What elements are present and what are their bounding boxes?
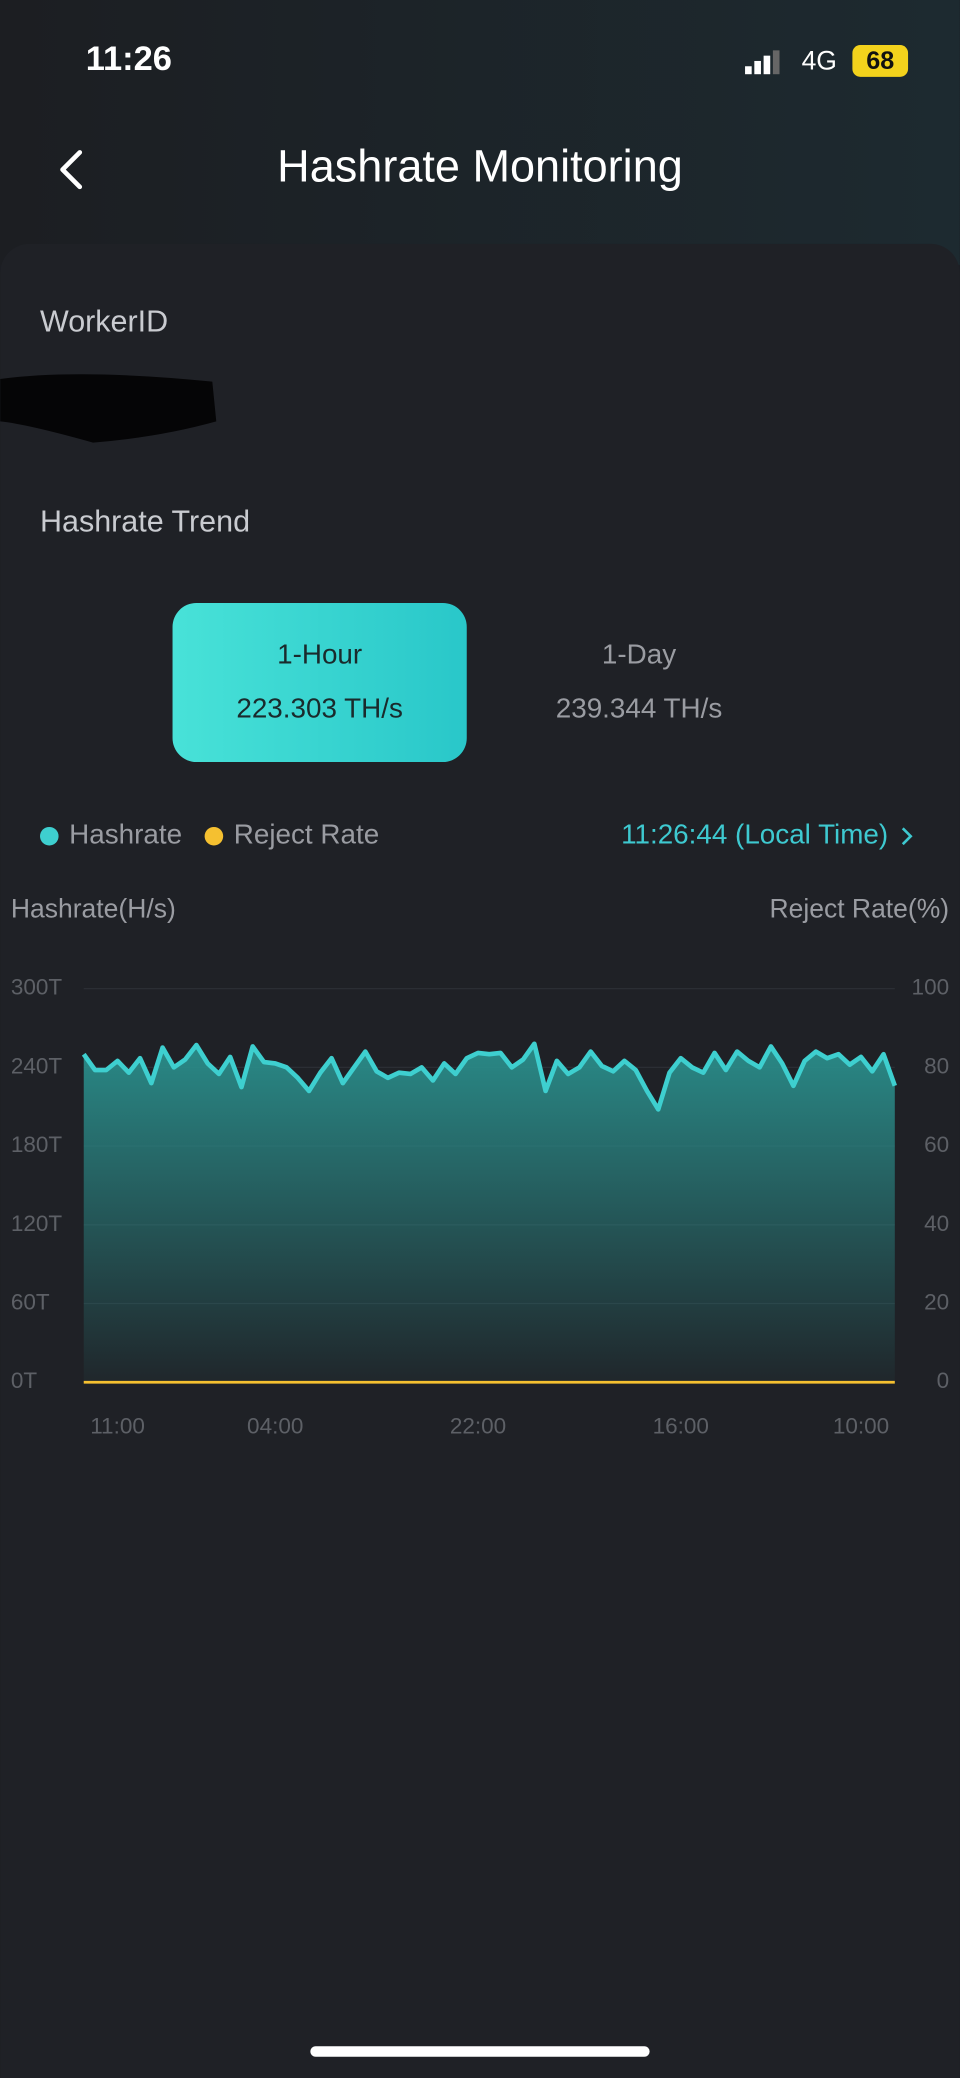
legend-label: Hashrate	[69, 819, 182, 850]
top-background	[0, 0, 960, 266]
y2-tick-label: 40	[924, 1211, 949, 1236]
y-tick-label: 240T	[11, 1053, 63, 1078]
line	[81, 1041, 897, 1112]
x-tick-label: 16:00	[653, 1413, 709, 1438]
y-tick-label: 120T	[11, 1211, 63, 1236]
y2-tick-label: 100	[912, 975, 950, 1000]
x-tick-label: 11:00	[90, 1413, 145, 1438]
battery-level: 68	[866, 47, 894, 75]
legend-dot	[204, 826, 224, 846]
y2-tick-label: 0	[937, 1368, 950, 1393]
network-label: 4G	[802, 45, 837, 75]
tab-value: 223.303 TH/s	[236, 693, 403, 724]
y2-axis-title: Reject Rate(%)	[769, 893, 949, 923]
timestamp-chevron	[901, 827, 913, 846]
status-time: 11:26	[86, 40, 172, 78]
y2-tick-label: 20	[924, 1289, 949, 1314]
redacted-worker-id	[0, 374, 217, 443]
y-tick-label: 300T	[11, 975, 63, 1000]
back-button[interactable]	[60, 150, 83, 190]
tab-active[interactable]	[172, 602, 467, 763]
y2-tick-label: 60	[924, 1132, 949, 1157]
tab-label: 1-Day	[602, 638, 676, 669]
tab-value: 239.344 TH/s	[556, 693, 723, 724]
tab-label: 1-Hour	[277, 638, 362, 669]
y-axis-title: Hashrate(H/s)	[11, 893, 176, 923]
tab[interactable]	[493, 603, 787, 762]
area	[83, 1043, 895, 1383]
y-tick-label: 180T	[11, 1132, 63, 1157]
home-indicator	[310, 2046, 650, 2057]
y2-tick-label: 80	[924, 1053, 949, 1078]
x-tick-label: 04:00	[247, 1413, 303, 1438]
y-tick-label: 0T	[11, 1368, 38, 1393]
timestamp[interactable]: 11:26:44 (Local Time)	[621, 819, 888, 850]
page-title: Hashrate Monitoring	[277, 141, 683, 192]
battery	[852, 45, 909, 77]
signal-icon	[745, 50, 780, 75]
legend-label: Reject Rate	[234, 819, 379, 850]
y-tick-label: 60T	[11, 1289, 50, 1314]
x-tick-label: 10:00	[833, 1413, 889, 1438]
worker-label: WorkerID	[40, 304, 168, 338]
x-tick-label: 22:00	[450, 1413, 506, 1438]
trend-label: Hashrate Trend	[40, 505, 250, 539]
legend-dot	[40, 826, 59, 846]
